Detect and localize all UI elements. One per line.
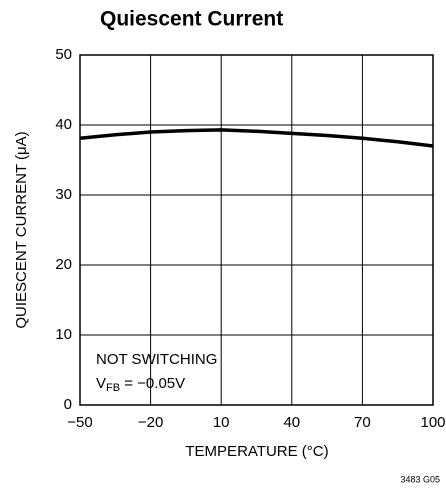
footnote: 3483 G05 [400, 474, 440, 484]
x-tick-label: 100 [420, 414, 445, 431]
x-tick-label: 40 [283, 414, 300, 431]
annotation: VFB = −0.05V [96, 375, 185, 394]
y-tick-label: 40 [55, 116, 72, 133]
annotation-part: FB [106, 382, 120, 394]
x-tick-label: 70 [354, 414, 371, 431]
annotation-part: V [96, 375, 106, 392]
x-tick-label: 10 [213, 414, 230, 431]
data-line [79, 128, 434, 148]
y-axis-label: QUIESCENT CURRENT (μA) [13, 131, 30, 328]
x-axis-label: TEMPERATURE (°C) [185, 443, 328, 460]
y-tick-label: 0 [64, 396, 72, 413]
y-tick-label: 10 [55, 326, 72, 343]
y-tick-label: 30 [55, 186, 72, 203]
annotation: NOT SWITCHING [96, 351, 217, 368]
chart-title: Quiescent Current [100, 8, 283, 31]
y-tick-label: 20 [55, 256, 72, 273]
x-tick-label: −20 [138, 414, 163, 431]
y-tick-label: 50 [55, 46, 72, 63]
annotation-part: = −0.05V [120, 375, 185, 392]
x-tick-label: −50 [67, 414, 92, 431]
